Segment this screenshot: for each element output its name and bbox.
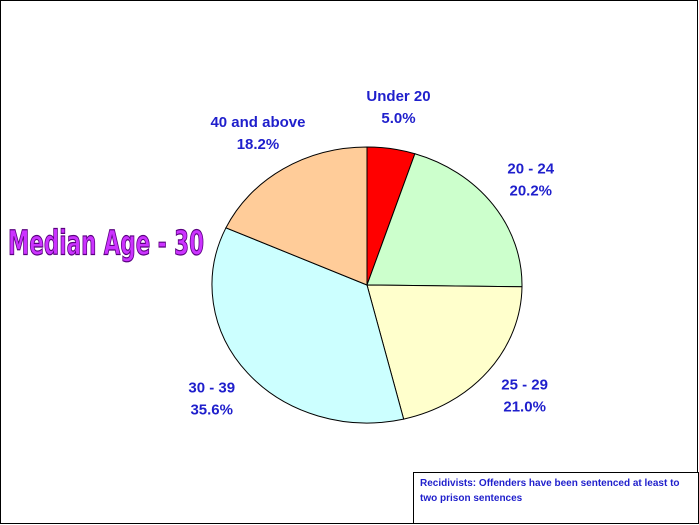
slice-label: 30 - 39 xyxy=(188,379,235,396)
slice-label: 25 - 29 xyxy=(501,377,548,394)
slice-label: 40 and above xyxy=(210,114,305,131)
pie-slice xyxy=(211,227,405,424)
slice-label: 20 - 24 xyxy=(507,160,554,177)
pie-slice xyxy=(366,284,523,420)
slice-value-label: 35.6% xyxy=(190,401,233,418)
pie-slice xyxy=(225,146,368,286)
slice-value-label: 5.0% xyxy=(381,110,415,127)
slice-value-label: 20.2% xyxy=(509,182,552,199)
annotation: Median Age - 30 xyxy=(8,224,204,264)
slice-value-label: 18.2% xyxy=(237,136,280,153)
slice-value-label: 21.0% xyxy=(503,399,546,416)
note-box: Recidivists: Offenders have been sentenc… xyxy=(413,472,699,524)
slice-label: Under 20 xyxy=(366,88,430,105)
pie-slice xyxy=(366,153,523,288)
